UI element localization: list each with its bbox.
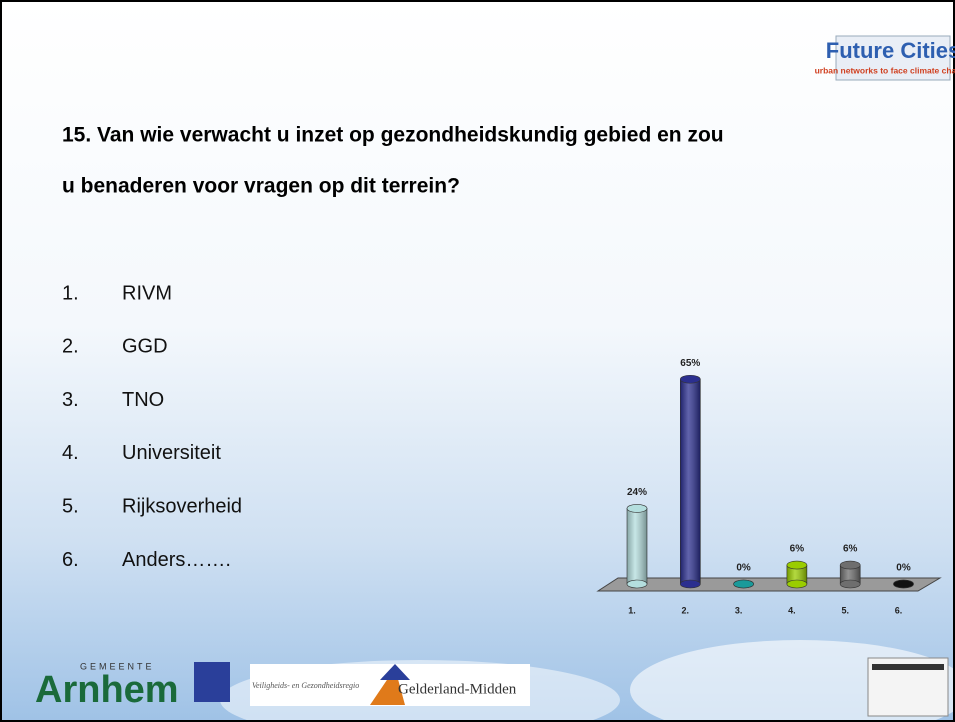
bar-base: [786, 579, 808, 589]
bar-base: [626, 579, 648, 589]
option-number: 6.: [62, 549, 79, 571]
chart-floor: [596, 577, 942, 592]
chart: 24% 1. 65% 2. 0% 3. 6% 4. 6% 5. 0% 6.: [626, 358, 914, 615]
option-text: Universiteit: [122, 442, 221, 464]
x-tick-label: 4.: [788, 605, 796, 615]
option-number: 2.: [62, 336, 79, 358]
option-text: RIVM: [122, 282, 172, 304]
option-number: 1.: [62, 282, 79, 304]
bar-shade: [840, 565, 861, 584]
x-tick-label: 3.: [735, 605, 743, 615]
footer-logo-text: Gelderland-Midden: [398, 681, 517, 697]
option-number: 3.: [62, 389, 79, 411]
option-text: GGD: [122, 336, 168, 358]
logo-title: Future Cities: [826, 38, 955, 63]
footer-logo-text: Arnhem: [35, 669, 179, 711]
bar-cap: [626, 504, 648, 513]
logo-subtitle: urban networks to face climate change: [815, 65, 955, 75]
bar-shade: [627, 508, 647, 584]
value-label: 6%: [843, 544, 858, 555]
option-text: Rijksoverheid: [122, 495, 242, 517]
bar-cap: [733, 579, 754, 589]
bar-shade: [786, 565, 807, 584]
value-label: 0%: [896, 563, 911, 574]
question: u benaderen voor vragen op dit terrein?: [62, 175, 460, 198]
x-tick-label: 5.: [841, 605, 849, 615]
x-tick-label: 6.: [895, 605, 903, 615]
logo-box: [835, 35, 951, 81]
bar-base: [679, 579, 701, 589]
eu-logo: [872, 664, 944, 670]
coat-of-arms: [194, 662, 230, 702]
option-number: 5.: [62, 495, 79, 517]
x-tick-label: 2.: [682, 605, 690, 615]
value-label: 6%: [790, 544, 805, 555]
option-text: TNO: [122, 389, 164, 411]
bar-cap: [786, 560, 808, 570]
question: 15. Van wie verwacht u inzet op gezondhe…: [62, 124, 724, 147]
option-text: Anders…….: [122, 549, 231, 571]
option-number: 4.: [62, 442, 79, 464]
value-label: 0%: [736, 563, 751, 574]
option-list: 1. RIVM 2. GGD 3. TNO 4. Universiteit 5. Rijksove…: [62, 282, 242, 571]
footer-logo-text: GEMEENTE: [80, 661, 155, 671]
bar-base: [839, 579, 861, 589]
bar-shade: [680, 379, 701, 584]
logo-shape: [380, 664, 410, 680]
x-tick-label: 1.: [628, 605, 636, 615]
value-label: 65%: [680, 358, 700, 369]
bar-cap: [679, 374, 701, 384]
bar-cap: [893, 579, 914, 589]
bar-cap: [839, 560, 861, 570]
value-label: 24%: [627, 487, 647, 498]
footer-logo-text: Veiligheids- en Gezondheidsregio: [252, 681, 359, 690]
